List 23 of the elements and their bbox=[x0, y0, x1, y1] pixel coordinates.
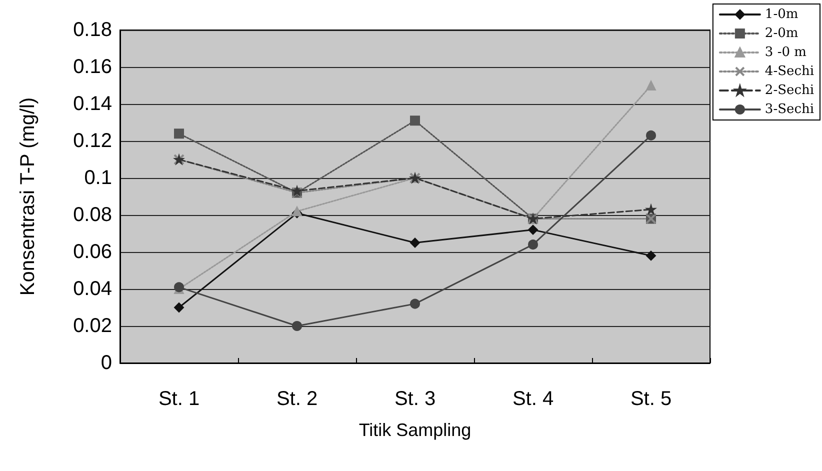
y-tick-label: 0.1 bbox=[84, 167, 112, 189]
y-axis-title: Konsentrasi T-P (mg/l) bbox=[17, 97, 39, 296]
y-tick-label: 0.08 bbox=[73, 204, 112, 226]
legend-label: 1-0m bbox=[764, 7, 798, 22]
y-tick-label: 0.16 bbox=[73, 56, 112, 78]
y-tick-label: 0.18 bbox=[73, 19, 112, 41]
legend-label: 3-Sechi bbox=[764, 102, 814, 117]
y-tick-label: 0 bbox=[100, 352, 112, 374]
legend-label: 2-Sechi bbox=[764, 83, 814, 98]
legend-label: 3 -0 m bbox=[764, 45, 806, 60]
legend-label: 4-Sechi bbox=[764, 64, 814, 79]
x-tick-label: St. 5 bbox=[630, 388, 672, 410]
y-tick-label: 0.12 bbox=[73, 130, 112, 152]
y-tick-label: 0.04 bbox=[73, 278, 112, 300]
legend-label: 2-0m bbox=[764, 26, 798, 41]
x-tick-label: St. 3 bbox=[394, 388, 436, 410]
x-tick-label: St. 2 bbox=[276, 388, 318, 410]
x-axis-title: Titik Sampling bbox=[358, 420, 472, 440]
y-tick-label: 0.02 bbox=[73, 315, 112, 337]
y-tick-label: 0.06 bbox=[73, 241, 112, 263]
x-tick-label: St. 1 bbox=[158, 388, 200, 410]
x-tick-label: St. 4 bbox=[512, 388, 554, 410]
y-tick-label: 0.14 bbox=[73, 93, 112, 115]
